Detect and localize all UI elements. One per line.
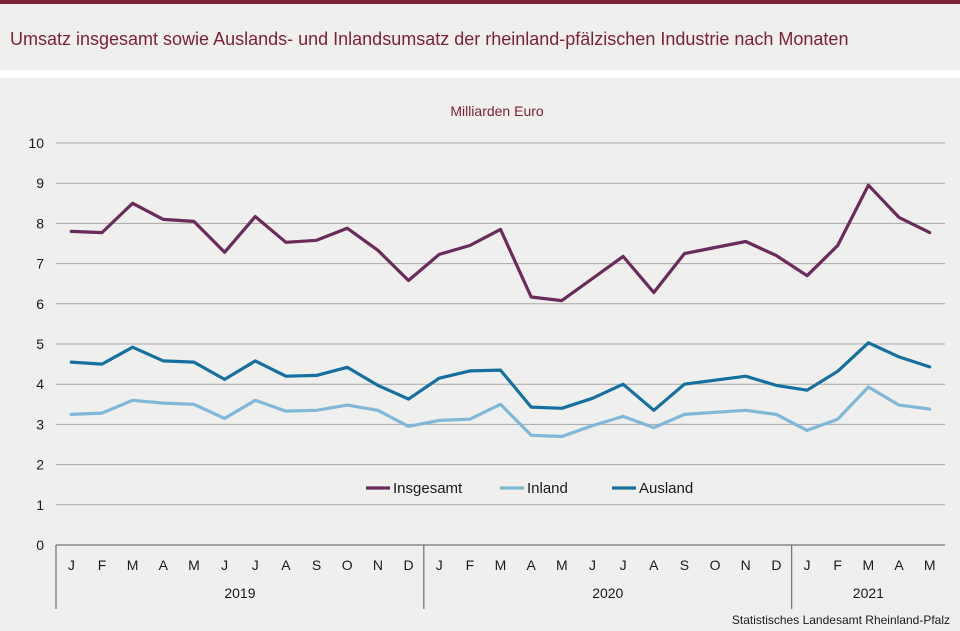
legend: Insgesamt Inland Ausland <box>366 480 693 497</box>
y-axis: 0 1 2 3 4 5 6 7 8 9 10 <box>28 135 44 553</box>
x-tick-label: A <box>281 557 291 573</box>
x-tick-label: M <box>924 557 936 573</box>
series-line-inland <box>69 385 932 439</box>
legend-label: Inland <box>527 480 568 497</box>
y-tick-label: 1 <box>36 497 44 513</box>
x-tick-label: N <box>373 557 383 573</box>
line-chart: Milliarden Euro 0 1 2 3 4 5 6 7 8 9 10 J F M A M J J A S O N… <box>28 103 945 609</box>
y-tick-label: 2 <box>36 457 44 473</box>
unit-label: Milliarden Euro <box>450 103 544 119</box>
x-tick-label: M <box>127 557 139 573</box>
x-tick-label: S <box>312 557 321 573</box>
y-tick-label: 10 <box>28 135 44 151</box>
x-tick-label: F <box>466 557 475 573</box>
x-tick-label: J <box>804 557 811 573</box>
x-tick-label: S <box>680 557 689 573</box>
x-year-label: 2021 <box>853 585 884 601</box>
header-separator <box>0 70 960 78</box>
chart-area: Milliarden Euro 0 1 2 3 4 5 6 7 8 9 10 J F M A M J J A S O N… <box>0 78 960 631</box>
y-tick-label: 8 <box>36 215 44 231</box>
gridlines <box>56 142 945 506</box>
x-tick-label: F <box>98 557 107 573</box>
x-tick-label: A <box>894 557 904 573</box>
x-year-label: 2020 <box>592 585 623 601</box>
y-tick-label: 9 <box>36 175 44 191</box>
x-axis: J F M A M J J A S O N D J F M A M J J A S O N D J F M A M 2019 2020 202… <box>55 544 945 609</box>
y-tick-label: 7 <box>36 256 44 272</box>
x-tick-label: M <box>188 557 200 573</box>
x-tick-label: J <box>221 557 228 573</box>
x-tick-label: D <box>771 557 781 573</box>
legend-label: Insgesamt <box>393 480 463 497</box>
source-note: Statistisches Landesamt Rheinland-Pfalz <box>731 613 950 627</box>
x-tick-label: A <box>159 557 169 573</box>
x-tick-label: O <box>342 557 353 573</box>
x-tick-label: J <box>620 557 627 573</box>
y-tick-label: 4 <box>36 376 44 392</box>
x-tick-label: A <box>649 557 659 573</box>
y-tick-label: 0 <box>36 537 44 553</box>
x-tick-label: J <box>252 557 259 573</box>
x-tick-label: M <box>495 557 507 573</box>
x-tick-label: M <box>863 557 875 573</box>
y-tick-label: 6 <box>36 296 44 312</box>
series-line-ausland <box>69 341 932 412</box>
chart-title: Umsatz insgesamt sowie Auslands- und Inl… <box>10 29 849 49</box>
x-tick-label: D <box>403 557 413 573</box>
header-accent-bar <box>0 0 960 4</box>
x-tick-label: J <box>589 557 596 573</box>
x-tick-label: O <box>710 557 721 573</box>
x-year-label: 2019 <box>224 585 255 601</box>
x-tick-label: A <box>526 557 536 573</box>
chart-header: Umsatz insgesamt sowie Auslands- und Inl… <box>0 4 960 70</box>
x-tick-label: F <box>833 557 842 573</box>
x-tick-label: J <box>68 557 75 573</box>
series-lines <box>69 183 932 439</box>
y-tick-label: 5 <box>36 336 44 352</box>
x-tick-label: J <box>436 557 443 573</box>
x-tick-label: N <box>741 557 751 573</box>
x-tick-label: M <box>556 557 568 573</box>
series-line-insgesamt <box>69 183 932 303</box>
y-tick-label: 3 <box>36 416 44 432</box>
legend-label: Ausland <box>639 480 693 497</box>
